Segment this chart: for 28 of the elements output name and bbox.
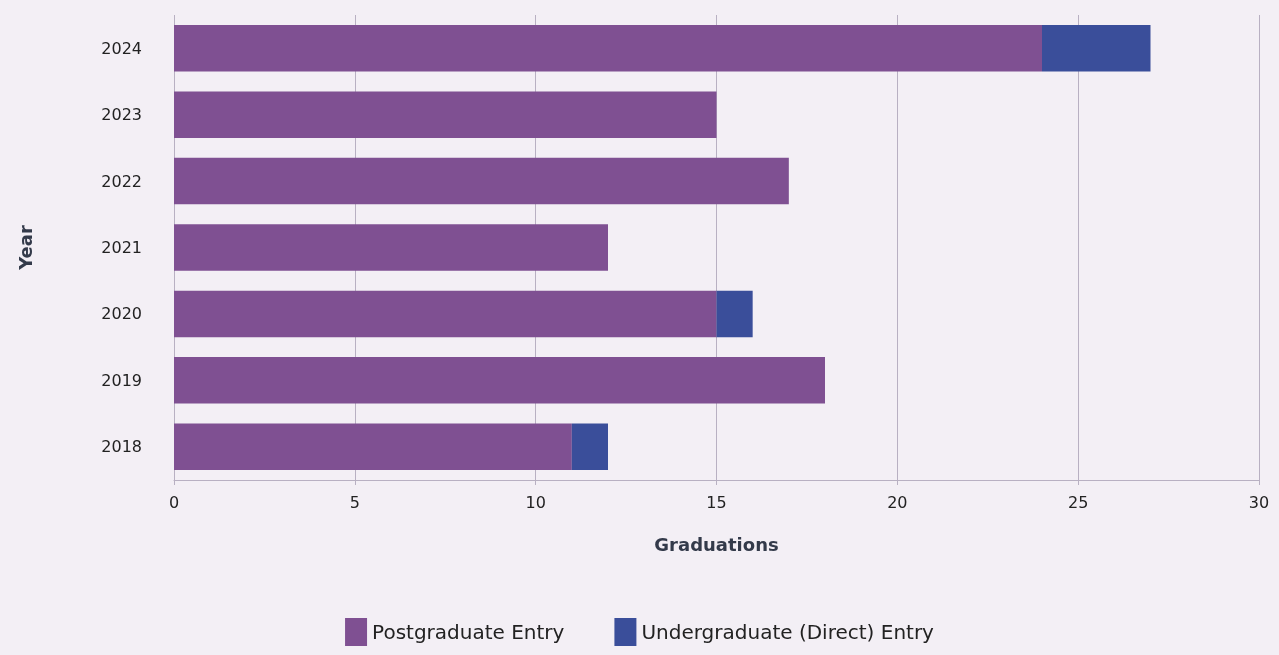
y-tick-label: 2021: [101, 238, 142, 257]
x-tick-label: 20: [887, 492, 908, 512]
bar: [1042, 24, 1151, 72]
y-tick-label: 2022: [101, 171, 142, 191]
x-tick-label: 0: [168, 492, 180, 512]
y-axis-title: Year: [14, 225, 36, 271]
bar: [174, 91, 717, 138]
x-tick-label: 30: [1248, 492, 1270, 512]
bar: [174, 24, 1042, 72]
y-tick-label: 2019: [101, 370, 142, 390]
y-tick-label: 2018: [101, 437, 142, 457]
x-tick-label: 5: [349, 492, 360, 512]
bar: [174, 157, 789, 205]
bar: [716, 290, 753, 338]
x-tick-label: 25: [1067, 492, 1089, 512]
bar: [174, 423, 572, 471]
legend-label: Undergraduate (Direct) Entry: [641, 620, 935, 644]
y-tick-label: 2020: [101, 304, 142, 324]
bar: [571, 423, 608, 471]
x-tick-label: 10: [525, 492, 546, 512]
x-axis-title: Graduations: [654, 533, 779, 555]
bar: [174, 290, 717, 338]
bar: [174, 357, 825, 404]
y-tick-label: 2023: [101, 105, 142, 125]
legend-label: Postgraduate Entry: [372, 620, 565, 644]
x-tick-label: 15: [706, 492, 727, 512]
y-tick-label: 2024: [101, 38, 142, 58]
bar: [174, 224, 608, 271]
